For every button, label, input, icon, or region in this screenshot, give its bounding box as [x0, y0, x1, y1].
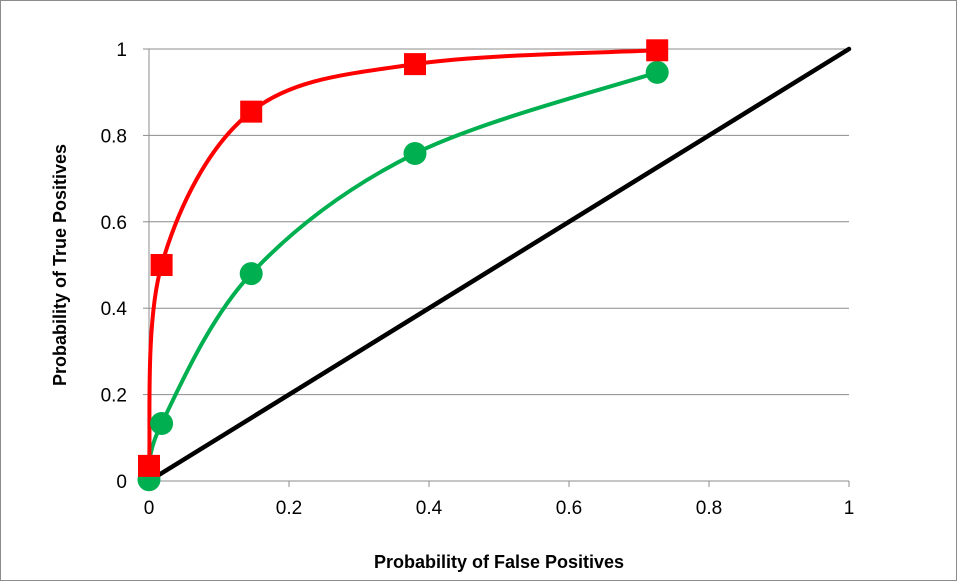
x-tick-label: 0.2 [276, 498, 302, 519]
x-axis-title: Probability of False Positives [374, 552, 624, 572]
x-tick-label: 0 [144, 498, 155, 519]
tick-labels: 0 0.2 0.4 0.6 0.8 1 0 0.2 0.4 0.6 0.8 1 [101, 40, 855, 519]
series-line-1 [147, 48, 660, 468]
y-axis-title: Probability of True Positives [50, 144, 70, 386]
data-point-square [240, 100, 263, 123]
data-point-circle [150, 412, 174, 436]
series-line-2 [147, 70, 660, 482]
y-tick-label: 0 [116, 472, 127, 493]
x-tick-label: 0.4 [416, 498, 443, 519]
data-point-circle [239, 262, 263, 286]
data-point-circle [645, 60, 669, 84]
y-tick-label: 0.6 [101, 213, 127, 234]
y-tick-label: 0.8 [101, 126, 127, 147]
data-point-circle [403, 142, 427, 166]
y-tick-label: 0.4 [101, 299, 128, 320]
series-markers [137, 39, 669, 492]
data-point-square [150, 254, 173, 276]
x-tick-label: 0.6 [556, 498, 582, 519]
y-tick-label: 1 [116, 40, 127, 61]
series-line-3 [146, 46, 852, 484]
data-point-square [646, 39, 669, 62]
gridlines [149, 48, 849, 396]
x-tick-label: 1 [844, 498, 855, 519]
data-point-square [138, 454, 160, 477]
y-tick-label: 0.2 [101, 386, 127, 407]
data-point-square [404, 53, 426, 76]
x-tick-label: 0.8 [696, 498, 722, 519]
